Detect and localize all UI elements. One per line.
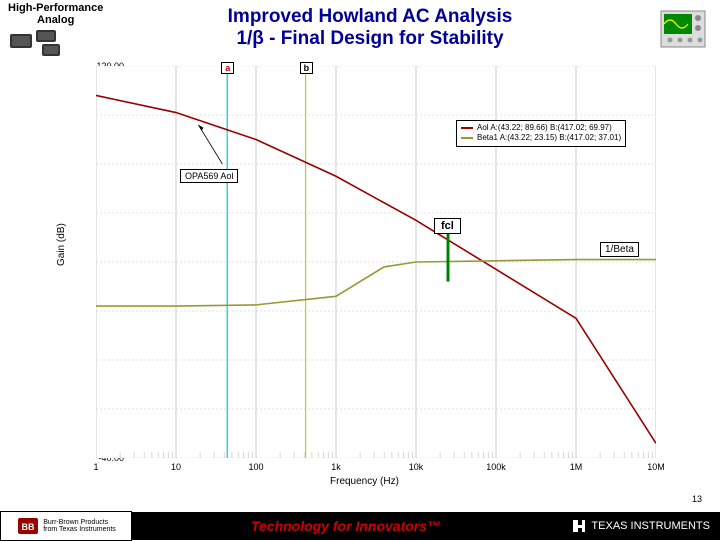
chip-graphic	[8, 28, 72, 63]
page-number: 13	[692, 494, 702, 504]
footer-bar: BB Burr-Brown Productsfrom Texas Instrum…	[0, 512, 720, 540]
legend: Aol A:(43.22; 89.66) B:(417.02; 69.97)Be…	[456, 120, 626, 147]
hp-analog-label: High-Performance Analog	[8, 2, 103, 26]
oscilloscope-icon	[660, 10, 706, 53]
x-tick: 1M	[561, 462, 591, 472]
x-tick: 10k	[401, 462, 431, 472]
inv-beta-label: 1/Beta	[600, 242, 639, 257]
x-axis-label: Frequency (Hz)	[330, 476, 399, 487]
x-tick: 1k	[321, 462, 351, 472]
ti-logo: TEXAS INSTRUMENTS	[560, 518, 720, 534]
y-axis-label: Gain (dB)	[56, 223, 67, 266]
fcl-label: fcl	[434, 218, 461, 234]
aol-annotation: OPA569 Aol	[180, 169, 238, 183]
cursor-a-label: a	[221, 62, 234, 74]
x-tick: 100	[241, 462, 271, 472]
footer-tagline: Technology for Innovators™	[132, 518, 560, 534]
x-tick: 100k	[481, 462, 511, 472]
x-tick: 10	[161, 462, 191, 472]
x-tick: 10M	[641, 462, 671, 472]
svg-text:BB: BB	[22, 522, 35, 532]
cursor-b-label: b	[300, 62, 314, 74]
x-tick: 1	[81, 462, 111, 472]
bode-chart: Gain (dB) Frequency (Hz) 120.00100.0080.…	[50, 66, 690, 486]
burr-brown-logo: BB Burr-Brown Productsfrom Texas Instrum…	[0, 511, 132, 541]
slide-title: Improved Howland AC Analysis 1/β - Final…	[150, 6, 590, 50]
